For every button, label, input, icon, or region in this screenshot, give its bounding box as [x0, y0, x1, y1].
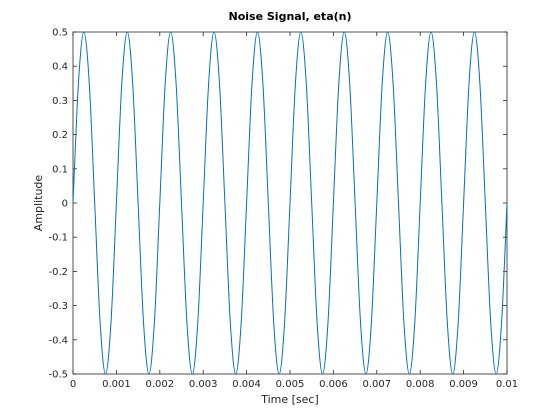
y-tick-label: -0.4	[48, 335, 68, 346]
y-tick-label: 0.2	[52, 130, 68, 141]
y-tick-label: -0.2	[48, 267, 68, 278]
x-tick-label: 0.006	[319, 379, 348, 390]
y-tick-label: -0.5	[48, 370, 68, 381]
signal-line	[72, 31, 508, 375]
y-tick-label: 0.3	[52, 96, 68, 107]
y-tick-label: -0.3	[48, 301, 68, 312]
x-tick-label: 0	[70, 379, 76, 390]
y-tick-label: 0	[62, 199, 68, 210]
x-tick-label: 0.004	[232, 379, 261, 390]
x-tick-label: 0.007	[362, 379, 391, 390]
y-tick-label: 0.4	[52, 62, 68, 73]
y-tick-label: 0.5	[52, 28, 68, 39]
x-tick-label: 0.008	[406, 379, 435, 390]
x-tick-label: 0.005	[276, 379, 305, 390]
x-tick-label: 0.009	[449, 379, 478, 390]
x-tick-label: 0.001	[102, 379, 131, 390]
y-axis-label: Amplitude	[32, 175, 45, 232]
chart-title: Noise Signal, eta(n)	[229, 10, 352, 23]
y-tick-label: 0.1	[52, 164, 68, 175]
x-tick-label: 0.01	[496, 379, 518, 390]
y-tick-label: -0.1	[48, 233, 68, 244]
x-tick-label: 0.002	[145, 379, 174, 390]
x-tick-label: 0.003	[189, 379, 218, 390]
x-axis-label: Time [sec]	[260, 393, 319, 406]
